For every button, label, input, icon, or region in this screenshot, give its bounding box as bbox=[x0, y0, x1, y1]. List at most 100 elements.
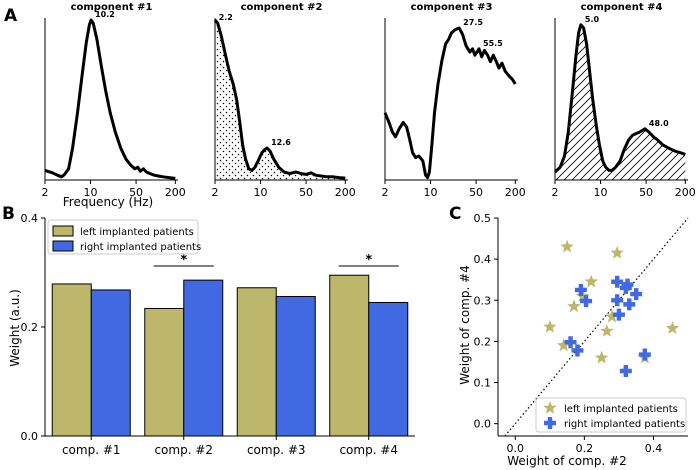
spectrum-4-line bbox=[553, 23, 686, 174]
scatter-point-left bbox=[567, 299, 581, 313]
legend-label: right implanted patients bbox=[564, 419, 685, 430]
spectrum-3-line bbox=[383, 26, 517, 180]
peak-label: 5.0 bbox=[585, 15, 600, 24]
panel-label-c: C bbox=[449, 204, 461, 224]
category-label: comp. #3 bbox=[247, 443, 306, 457]
scatter-point-right bbox=[564, 336, 577, 349]
peak-label: 55.5 bbox=[483, 39, 503, 48]
spectrum-3-title: component #3 bbox=[411, 2, 493, 13]
spectrum-2-line bbox=[213, 19, 346, 180]
x-tick-label: 2 bbox=[42, 186, 49, 199]
x-tick-label: 2 bbox=[552, 186, 559, 199]
panel-label-a: A bbox=[4, 6, 18, 26]
y-tick-label: 0.1 bbox=[474, 377, 492, 390]
scatter-point-right bbox=[630, 288, 643, 301]
scatter-point-left bbox=[665, 321, 680, 334]
bar-left-comp-3 bbox=[236, 287, 277, 437]
scatter-point-right bbox=[612, 308, 625, 321]
x-tick-label: 0.0 bbox=[507, 442, 525, 455]
x-tick-label: 50 bbox=[129, 186, 143, 199]
panel-b-bar-chart: 0.0 0.2 0.4 comp. #1 comp. #2 comp. #3 comp. #… bbox=[21, 212, 415, 457]
scatter-point-left bbox=[557, 338, 571, 352]
panel-c-y-axis-label: Weight of comp. #4 bbox=[458, 265, 472, 385]
y-tick-label: 0.5 bbox=[474, 212, 492, 225]
spectrum-2-title: component #2 bbox=[241, 2, 323, 13]
category-label: comp. #1 bbox=[62, 443, 121, 457]
panel-a-x-axis-label: Frequency (Hz) bbox=[63, 195, 154, 209]
scatter-point-right bbox=[571, 344, 584, 357]
spectrum-1-title: component #1 bbox=[71, 2, 153, 13]
significance-star: * bbox=[180, 253, 187, 268]
x-tick-label: 10 bbox=[594, 186, 608, 199]
category-label: comp. #2 bbox=[154, 443, 213, 457]
x-tick-label: 200 bbox=[165, 186, 186, 199]
bar-right-comp-2 bbox=[183, 279, 224, 437]
scatter-point-left bbox=[560, 239, 574, 253]
legend-star-icon bbox=[543, 401, 557, 414]
scatter-point-right bbox=[574, 283, 587, 296]
x-tick-label: 2 bbox=[212, 186, 219, 199]
panel-b-y-axis-label: Weight (a.u.) bbox=[8, 289, 22, 367]
legend-swatch bbox=[52, 240, 74, 252]
scatter-point-right bbox=[621, 278, 634, 291]
x-tick-label: 200 bbox=[335, 186, 356, 199]
x-tick-label: 0.4 bbox=[645, 442, 663, 455]
identity-reference-line bbox=[504, 217, 689, 437]
x-tick-label: 50 bbox=[639, 186, 653, 199]
scatter-point-right bbox=[580, 295, 593, 308]
spectrum-1-line bbox=[44, 18, 176, 180]
legend-plus-icon bbox=[544, 417, 556, 429]
bar-right-comp-3 bbox=[275, 295, 316, 437]
scatter-point-right bbox=[611, 294, 624, 307]
scatter-legend-box bbox=[535, 397, 687, 433]
scatter-point-left bbox=[584, 274, 598, 288]
y-tick-label: 0.0 bbox=[474, 418, 492, 431]
x-tick-label: 10 bbox=[424, 186, 438, 199]
peak-label: 12.6 bbox=[271, 138, 291, 147]
spectrum-4-title: component #4 bbox=[581, 2, 663, 13]
legend-label: right implanted patients bbox=[80, 242, 201, 253]
x-tick-label: 50 bbox=[299, 186, 313, 199]
scatter-point-right bbox=[619, 365, 632, 378]
panel-label-b: B bbox=[2, 204, 15, 224]
bar-right-comp-4 bbox=[368, 301, 409, 437]
scatter-point-right bbox=[638, 348, 651, 361]
category-label: comp. #4 bbox=[339, 443, 398, 457]
x-tick-label: 10 bbox=[84, 186, 98, 199]
legend-label: left implanted patients bbox=[564, 404, 678, 415]
peak-label: 2.2 bbox=[219, 13, 233, 22]
x-tick-label: 50 bbox=[469, 186, 483, 199]
legend-swatch bbox=[52, 225, 74, 237]
bar-legend-box bbox=[47, 219, 199, 255]
bar-left-comp-4 bbox=[329, 274, 370, 437]
y-tick-label: 0.2 bbox=[21, 321, 39, 334]
scatter-point-right bbox=[611, 275, 624, 288]
peak-label: 10.2 bbox=[95, 10, 115, 19]
x-tick-label: 200 bbox=[675, 186, 696, 199]
panel-c-scatter-plot: 0.0 0.1 0.2 0.3 0.4 0.5 0.0 0.2 0.4 left implante… bbox=[474, 212, 689, 455]
x-tick-label: 2 bbox=[382, 186, 389, 199]
peak-label: 27.5 bbox=[463, 18, 483, 27]
x-tick-label: 200 bbox=[505, 186, 526, 199]
panel-a-spectra: component #1 2 10 50 200 10.2 component #2 2 10 5… bbox=[42, 2, 696, 199]
y-tick-label: 0.2 bbox=[474, 335, 492, 348]
scatter-point-left bbox=[600, 324, 614, 337]
y-tick-label: 0.4 bbox=[474, 253, 492, 266]
y-tick-label: 0.4 bbox=[21, 212, 39, 225]
panel-c-x-axis-label: Weight of comp. #2 bbox=[507, 454, 627, 468]
significance-star: * bbox=[365, 253, 372, 268]
spectrum-2-hatched-area bbox=[215, 20, 346, 180]
y-tick-label: 0.3 bbox=[474, 294, 492, 307]
bar-right-comp-1 bbox=[90, 289, 131, 437]
y-tick-label: 0.0 bbox=[21, 430, 39, 443]
bar-left-comp-2 bbox=[144, 307, 185, 437]
scatter-point-left bbox=[610, 246, 624, 259]
legend-label: left implanted patients bbox=[80, 227, 194, 238]
scatter-point-left bbox=[595, 350, 609, 364]
x-tick-label: 0.2 bbox=[576, 442, 594, 455]
peak-label: 48.0 bbox=[649, 119, 669, 128]
scatter-point-left bbox=[543, 320, 557, 333]
x-tick-label: 10 bbox=[254, 186, 268, 199]
scatter-point-right bbox=[623, 298, 636, 311]
